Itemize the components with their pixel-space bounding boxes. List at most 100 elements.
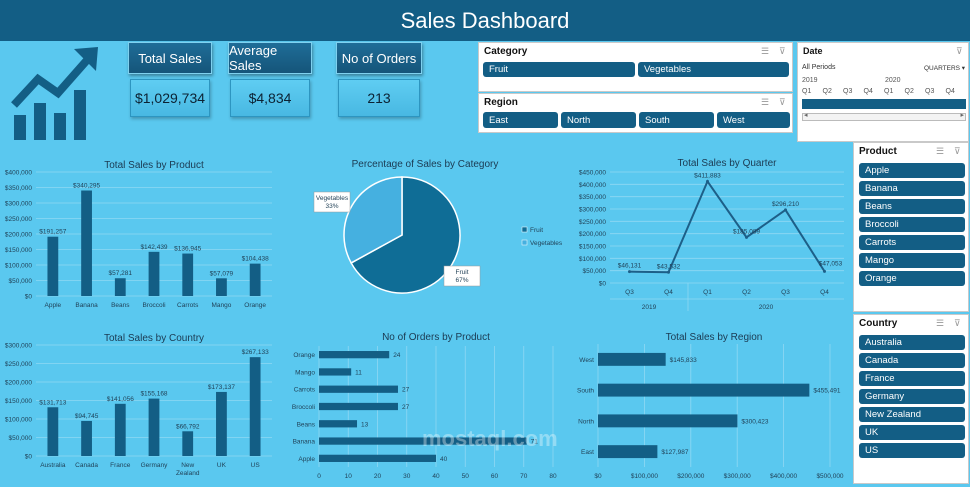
y-tick-label: $300,000	[579, 207, 606, 214]
data-label: $411,883	[694, 172, 721, 179]
country-item-us[interactable]: US	[859, 443, 965, 458]
product-item-apple[interactable]: Apple	[859, 163, 965, 178]
product-item-carrots[interactable]: Carrots	[859, 235, 965, 250]
y-tick-label: West	[579, 357, 594, 364]
timeline-quarter-label[interactable]: Q4	[863, 88, 873, 95]
multi-select-icon[interactable]: ☰	[761, 97, 770, 107]
category-item-fruit[interactable]: Fruit	[483, 62, 635, 77]
multi-select-icon[interactable]: ☰	[936, 146, 945, 156]
data-point	[706, 179, 709, 183]
series-line	[629, 179, 826, 274]
pie-label-pct: 67%	[455, 277, 468, 284]
pie-label-box	[313, 191, 351, 213]
y-tick-label: $400,000	[579, 182, 606, 189]
x-tick-label: Q4	[820, 289, 829, 296]
timeline-quarter-label[interactable]: Q2	[822, 88, 832, 95]
timeline-scrollbar[interactable]: ◂ ▸	[802, 112, 966, 121]
multi-select-icon[interactable]: ☰	[936, 318, 945, 328]
timeline-bar[interactable]	[802, 99, 966, 109]
bar	[216, 391, 227, 456]
category-slicer: Category ☰ ⊽ Fruit Vegetables	[478, 42, 793, 92]
x-tick-label: Q3	[781, 289, 790, 296]
country-item-canada[interactable]: Canada	[859, 353, 965, 368]
bar	[598, 414, 738, 428]
clear-filter-icon[interactable]: ⊽	[779, 46, 786, 56]
y-tick-label: $400,000	[5, 170, 32, 177]
x-tick-label: $0	[594, 473, 602, 480]
x-tick-label: $400,000	[770, 473, 797, 480]
bar	[148, 398, 160, 456]
multi-select-icon[interactable]: ☰	[761, 46, 770, 56]
category-slicer-title: Category	[484, 46, 528, 57]
region-item-south[interactable]: South	[639, 112, 714, 128]
x-year-label: 2019	[642, 304, 657, 311]
data-label: $340,295	[73, 183, 100, 190]
x-tick-label: 70	[520, 473, 528, 480]
scroll-left-icon[interactable]: ◂	[804, 112, 808, 119]
data-label: $94,745	[75, 413, 99, 420]
bar	[319, 368, 352, 376]
bar	[598, 445, 658, 459]
x-tick-label: 40	[432, 473, 440, 480]
clear-filter-icon[interactable]: ⊽	[954, 318, 961, 328]
date-timeline: Date ⊽ All Periods QUARTERS ▾ 2019 2020 …	[797, 42, 969, 142]
scroll-right-icon[interactable]: ▸	[960, 112, 964, 119]
product-slicer: Product ☰ ⊽ Apple Banana Beans Broccoli Carr…	[853, 142, 969, 312]
region-item-east[interactable]: East	[483, 112, 558, 128]
country-item-france[interactable]: France	[859, 371, 965, 386]
category-item-vegetables[interactable]: Vegetables	[638, 62, 789, 77]
data-label: $145,833	[670, 357, 697, 364]
orders-by-product-chart: No of Orders by Product 0 10 20 30 40 50 60 70 80…	[292, 332, 557, 480]
y-tick-label: South	[577, 388, 594, 395]
data-point	[823, 269, 826, 273]
timeline-quarter-label[interactable]: Q1	[884, 88, 894, 95]
product-item-beans[interactable]: Beans	[859, 199, 965, 214]
timeline-quarter-label[interactable]: Q3	[925, 88, 935, 95]
clear-filter-icon[interactable]: ⊽	[956, 46, 963, 56]
data-label: $141,056	[107, 396, 134, 403]
data-label: 40	[440, 456, 448, 463]
data-label: $57,281	[109, 270, 133, 277]
data-label: $131,713	[39, 399, 66, 406]
product-item-banana[interactable]: Banana	[859, 181, 965, 196]
data-label: 27	[402, 387, 410, 394]
y-tick-label: $50,000	[9, 435, 33, 442]
pie-slice	[350, 176, 461, 294]
product-item-broccoli[interactable]: Broccoli	[859, 217, 965, 232]
y-tick-label: $0	[599, 281, 607, 288]
sales-by-product-chart: Total Sales by Product $0 $50,000 $100,000 $…	[5, 160, 272, 309]
data-label: $142,439	[140, 244, 167, 251]
region-item-north[interactable]: North	[561, 112, 636, 128]
data-label: $296,210	[772, 201, 799, 208]
timeline-quarter-label[interactable]: Q3	[843, 88, 853, 95]
product-item-mango[interactable]: Mango	[859, 253, 965, 268]
bar	[216, 278, 227, 296]
country-item-australia[interactable]: Australia	[859, 335, 965, 350]
y-tick-label: $300,000	[5, 201, 32, 208]
timeline-level-select[interactable]: QUARTERS ▾	[924, 65, 966, 72]
y-tick-label: $150,000	[579, 244, 606, 251]
bar	[114, 278, 126, 296]
timeline-quarter-label[interactable]: Q1	[802, 88, 812, 95]
x-tick-label: Zealand	[176, 470, 200, 477]
region-item-west[interactable]: West	[717, 112, 790, 128]
x-tick-label: 30	[403, 473, 411, 480]
product-item-orange[interactable]: Orange	[859, 271, 965, 286]
timeline-quarter-label[interactable]: Q2	[904, 88, 914, 95]
country-item-new-zealand[interactable]: New Zealand	[859, 407, 965, 422]
timeline-quarter-label[interactable]: Q4	[945, 88, 955, 95]
x-tick-label: Q1	[703, 289, 712, 296]
clear-filter-icon[interactable]: ⊽	[779, 97, 786, 107]
kpi-average-sales-value: $4,834	[230, 79, 310, 117]
y-tick-label: $250,000	[5, 361, 32, 368]
country-item-germany[interactable]: Germany	[859, 389, 965, 404]
clear-filter-icon[interactable]: ⊽	[954, 146, 961, 156]
x-tick-label: 0	[317, 473, 321, 480]
bar	[47, 407, 59, 456]
date-timeline-title: Date	[803, 46, 823, 56]
x-tick-label: $200,000	[677, 473, 704, 480]
y-tick-label: Orange	[293, 352, 315, 359]
all-periods-label: All Periods	[802, 64, 836, 71]
country-item-uk[interactable]: UK	[859, 425, 965, 440]
